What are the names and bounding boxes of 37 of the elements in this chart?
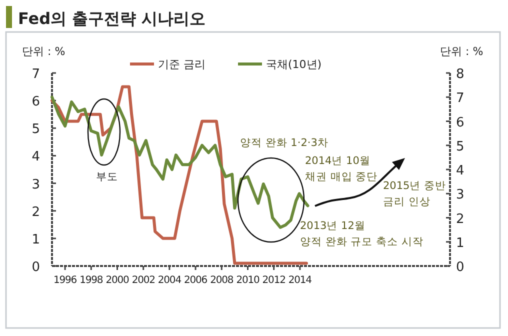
y-tick-label: 6 bbox=[32, 94, 40, 110]
y-tick-label: 4 bbox=[32, 150, 40, 165]
y-tick-label: 2 bbox=[32, 204, 40, 220]
chart-title: Fed의 출구전략 시나리오 bbox=[18, 9, 206, 28]
y2-tick-label: 8 bbox=[456, 67, 464, 82]
y-tick-label: 7 bbox=[32, 67, 40, 82]
y2-tick-label: 0 bbox=[456, 260, 464, 275]
x-tick-label: 2004 bbox=[158, 275, 182, 286]
y2-tick-label: 3 bbox=[456, 188, 464, 203]
x-tick-label: 2000 bbox=[106, 275, 129, 286]
y2-tick-label: 1 bbox=[456, 236, 464, 251]
y-tick-label: 3 bbox=[32, 177, 40, 192]
y2-tick-label: 6 bbox=[456, 115, 464, 130]
y-tick-label: 0 bbox=[32, 260, 40, 275]
x-tick-label: 2012 bbox=[262, 275, 286, 286]
legend-label: 기준 금리 bbox=[158, 58, 206, 71]
y2-tick-label: 7 bbox=[456, 91, 464, 106]
y-axis-title: 단위 : % bbox=[22, 45, 66, 58]
y2-axis-title: 단위 : % bbox=[440, 45, 484, 58]
annotation: 2013년 12월 양적 완화 규모 축소 시작 bbox=[300, 220, 424, 248]
annotation: 양적 완화 1·2·3차 bbox=[240, 137, 328, 149]
x-tick-label: 2008 bbox=[210, 275, 234, 286]
x-tick-label: 1998 bbox=[80, 275, 103, 286]
annotation: 2015년 중반 금리 인상 bbox=[383, 180, 446, 208]
x-tick-label: 2014 bbox=[288, 275, 312, 286]
x-tick-label: 2002 bbox=[132, 275, 156, 286]
annotation: 부도 bbox=[96, 171, 118, 183]
x-tick-label: 2010 bbox=[236, 275, 260, 286]
x-tick-label: 1996 bbox=[54, 275, 77, 286]
annotation: 2014년 10월 채권 매입 중단 bbox=[305, 155, 378, 183]
y-tick-label: 1 bbox=[32, 232, 40, 248]
x-tick-label: 2006 bbox=[184, 275, 208, 286]
y2-tick-label: 4 bbox=[456, 164, 464, 178]
y2-tick-label: 2 bbox=[456, 212, 464, 227]
y2-tick-label: 5 bbox=[456, 139, 464, 154]
legend-label: 국채(10년) bbox=[266, 58, 322, 71]
y-tick-label: 5 bbox=[32, 122, 40, 138]
